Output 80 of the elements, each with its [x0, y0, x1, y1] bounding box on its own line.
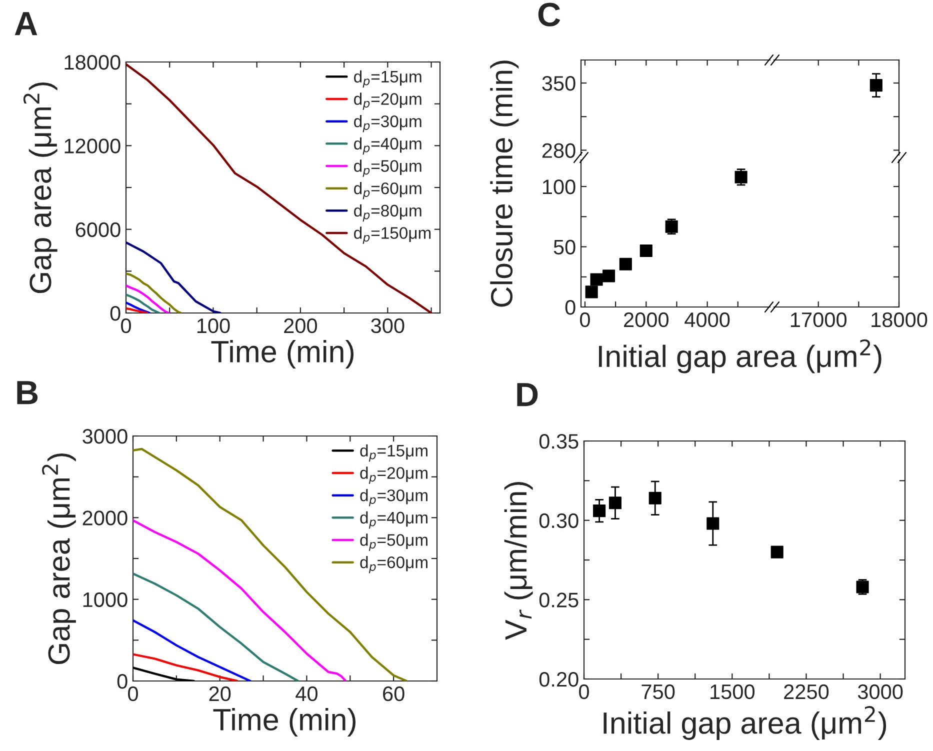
point	[648, 492, 662, 504]
y-tick-label: 0.20	[539, 672, 578, 687]
y-tick-label: 1000	[83, 592, 128, 608]
x-tick-label: 100	[197, 318, 230, 334]
legend-label: d$_{p}$=15μm	[360, 444, 428, 462]
point	[770, 546, 784, 558]
y-tick-label: 280	[542, 143, 576, 158]
line-series	[126, 272, 182, 313]
y-tick-label: 100	[542, 180, 576, 194]
legend-label: d$_{p}$=40μm	[360, 511, 428, 529]
y-tick-label: 350	[542, 76, 576, 91]
line-series	[133, 619, 252, 681]
point	[734, 170, 748, 184]
y-tick-label: 0	[565, 300, 576, 315]
x-tick-label: 40	[296, 686, 318, 702]
x-tick-label: 60	[383, 686, 404, 702]
y-tick-label: 0.30	[539, 513, 578, 528]
y-axis-title: Gap area (μm$^{2}$)	[42, 453, 76, 664]
point	[602, 270, 616, 282]
y-tick-label: 0	[117, 674, 128, 689]
point	[706, 517, 720, 530]
y-axis-title: V$_{r}$ (μm/min)	[504, 482, 533, 640]
x-axis-title: Time (min)	[211, 340, 354, 369]
y-axis-title: Gap area (μm$^{2}$)	[23, 82, 58, 294]
legend-label: d$_{p}$=80μm	[354, 204, 422, 222]
legend-label: d$_{p}$=15μm	[354, 70, 422, 88]
x-axis-title: Initial gap area (μm$^{2}$)	[598, 339, 882, 374]
y-tick-label: 6000	[76, 222, 120, 238]
legend-label: d$_{p}$=30μm	[360, 489, 428, 506]
legend-label: d$_{p}$=150μm	[354, 226, 431, 244]
line-series	[133, 519, 347, 681]
point	[619, 258, 632, 270]
x-tick-label: 0	[579, 684, 589, 700]
legend-label: d$_{p}$=60μm	[360, 556, 428, 574]
x-axis-title: Time (min)	[213, 708, 356, 737]
chart-title: B	[17, 381, 38, 404]
point	[640, 244, 652, 258]
x-tick-label: 3000	[858, 684, 903, 700]
x-tick-label: 300	[371, 318, 404, 334]
legend-label: d$_{p}$=50μm	[360, 534, 428, 551]
legend-label: d$_{p}$=40μm	[354, 137, 422, 155]
line-series	[126, 302, 151, 313]
line-series	[133, 572, 300, 681]
x-tick-label: 18000	[872, 312, 928, 328]
legend-label: d$_{p}$=50μm	[354, 160, 422, 177]
legend-label: d$_{p}$=20μm	[360, 466, 428, 484]
x-tick-label: 1500	[710, 684, 755, 700]
line-series	[126, 241, 222, 313]
legend-label: d$_{p}$=20μm	[354, 92, 422, 110]
chart-title: D	[517, 383, 538, 406]
legend-label: d$_{p}$=30μm	[354, 115, 422, 132]
point	[593, 504, 606, 518]
y-tick-label: 12000	[64, 138, 120, 154]
y-tick-label: 2000	[82, 510, 128, 526]
line-series	[133, 666, 195, 681]
y-tick-label: 18000	[64, 55, 120, 70]
x-tick-label: 4000	[684, 312, 730, 328]
point	[585, 286, 598, 298]
x-tick-label: 17000	[790, 312, 847, 328]
y-tick-label: 50	[554, 240, 576, 255]
point	[590, 273, 603, 286]
line-series	[126, 284, 170, 313]
x-tick-label: 750	[642, 684, 675, 700]
x-axis-title: Initial gap area (μm$^{2}$)	[604, 706, 886, 740]
chart-title: A	[14, 12, 38, 36]
x-tick-label: 0	[128, 686, 138, 702]
line-series	[133, 653, 238, 681]
line-series	[126, 294, 160, 313]
x-tick-label: 0	[580, 312, 590, 328]
y-tick-label: 3000	[82, 429, 128, 444]
legend-label: d$_{p}$=60μm	[354, 182, 422, 200]
x-tick-label: 2250	[784, 684, 829, 700]
point	[608, 496, 622, 510]
x-tick-label: 20	[209, 686, 231, 702]
y-tick-label: 0.25	[539, 592, 578, 608]
x-tick-label: 2000	[624, 312, 668, 328]
y-tick-label: 0.35	[539, 434, 578, 449]
y-axis-title: Closure time (min)	[490, 60, 519, 307]
chart-title: C	[538, 2, 560, 26]
x-tick-label: 200	[284, 318, 318, 334]
